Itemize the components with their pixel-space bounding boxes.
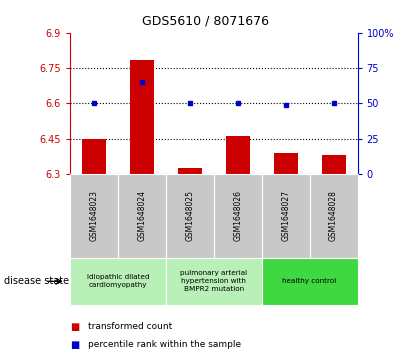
Text: percentile rank within the sample: percentile rank within the sample [88, 340, 242, 349]
Text: transformed count: transformed count [88, 322, 173, 331]
Bar [322, 155, 346, 174]
Bar [178, 168, 202, 174]
Text: GSM1648027: GSM1648027 [281, 191, 290, 241]
Bar [226, 136, 250, 174]
Text: GSM1648028: GSM1648028 [329, 191, 338, 241]
Bar [274, 154, 298, 174]
Text: pulmonary arterial
hypertension with
BMPR2 mutation: pulmonary arterial hypertension with BMP… [180, 270, 247, 292]
Text: disease state: disease state [4, 276, 69, 286]
Text: healthy control: healthy control [282, 278, 337, 284]
Text: GDS5610 / 8071676: GDS5610 / 8071676 [142, 15, 269, 28]
Text: GSM1648025: GSM1648025 [185, 191, 194, 241]
Bar [130, 60, 154, 174]
Text: GSM1648026: GSM1648026 [233, 191, 242, 241]
Text: GSM1648023: GSM1648023 [89, 191, 98, 241]
Bar [82, 139, 106, 174]
Text: idiopathic dilated
cardiomyopathy: idiopathic dilated cardiomyopathy [86, 274, 149, 288]
Text: ■: ■ [70, 322, 79, 332]
Text: ■: ■ [70, 340, 79, 350]
Text: GSM1648024: GSM1648024 [137, 191, 146, 241]
